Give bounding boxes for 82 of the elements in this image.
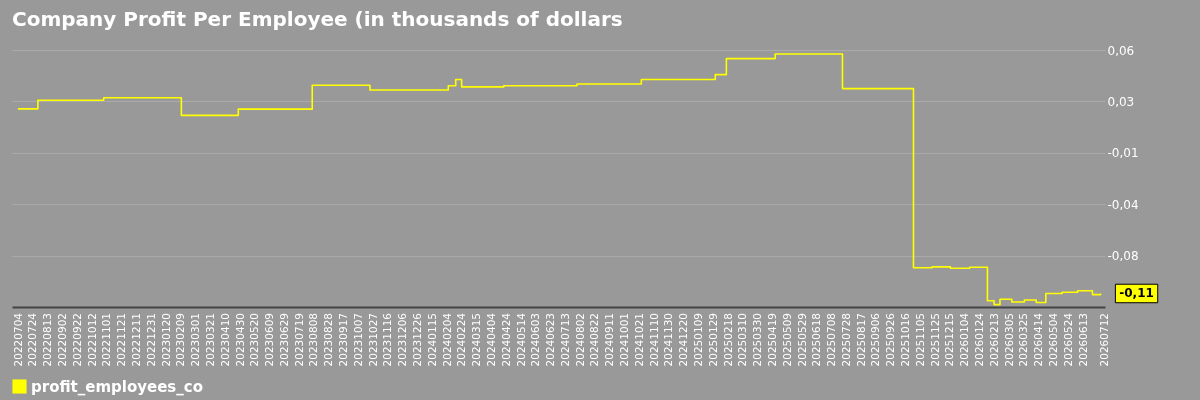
x-tick-label: 20230828 — [322, 313, 335, 367]
x-tick-label: 20260504 — [1046, 312, 1059, 367]
x-tick-label: 20230120 — [159, 313, 172, 367]
x-tick-label: 20231027 — [366, 313, 379, 367]
x-tick-label: 20230609 — [263, 313, 276, 367]
x-tick-label: 20250728 — [839, 313, 852, 367]
x-tick-label: 20260414 — [1032, 312, 1045, 367]
x-tick-label: 20230629 — [277, 313, 290, 367]
x-tick-label: 20250509 — [780, 313, 793, 367]
x-tick-label: 20260104 — [958, 312, 971, 367]
x-tick-label: 20250906 — [869, 312, 882, 367]
x-tick-label: 20240822 — [588, 313, 601, 367]
x-tick-label: 20260305 — [1002, 313, 1015, 367]
x-tick-label: 20250218 — [721, 313, 734, 367]
x-tick-label: 20241130 — [662, 313, 675, 367]
legend-label: profit_employees_co — [31, 377, 203, 396]
x-tick-label: 20250529 — [795, 313, 808, 367]
x-tick-label: 20240424 — [499, 312, 512, 367]
x-tick-label: 20241001 — [618, 313, 631, 367]
x-tick-label: 20250419 — [765, 313, 778, 367]
x-tick-label: 20250109 — [692, 313, 705, 367]
y-tick-label: -0,01 — [1107, 146, 1139, 161]
x-tick-label: 20240514 — [514, 312, 527, 367]
x-tick-label: 20240911 — [603, 313, 616, 367]
x-tick-label: 20230719 — [292, 313, 305, 367]
x-tick-label: 20221012 — [85, 313, 98, 367]
x-tick-label: 20230917 — [337, 313, 350, 367]
x-tick-label: 20250129 — [706, 313, 719, 367]
x-tick-label: 20221101 — [100, 313, 113, 367]
x-tick-label: 20220704 — [11, 312, 24, 367]
x-tick-label: 20230808 — [307, 313, 320, 367]
x-tick-label: 20240204 — [440, 312, 453, 367]
x-tick-label: 20240115 — [425, 313, 438, 367]
x-tick-label: 20230430 — [233, 313, 246, 367]
y-tick-label: -0,08 — [1107, 249, 1139, 264]
x-tick-label: 20260213 — [987, 313, 1000, 367]
x-tick-label: 20230410 — [218, 313, 231, 367]
x-tick-label: 20250330 — [751, 313, 764, 367]
x-tick-label: 20220813 — [41, 313, 54, 367]
x-tick-label: 20240713 — [558, 313, 571, 367]
x-tick-label: 20241220 — [677, 313, 690, 367]
x-tick-label: 20251016 — [899, 312, 912, 367]
x-tick-label: 20241110 — [647, 313, 660, 367]
x-tick-label: 20231226 — [410, 312, 423, 367]
x-tick-label: 20221121 — [115, 313, 128, 367]
x-tick-label: 20240315 — [470, 313, 483, 367]
x-tick-label: 20240603 — [529, 313, 542, 367]
x-tick-label: 20240404 — [484, 312, 497, 367]
x-tick-label: 20241021 — [632, 313, 645, 367]
x-tick-label: 20250817 — [854, 313, 867, 367]
x-tick-label: 20231206 — [396, 312, 409, 367]
x-tick-label: 20260613 — [1076, 313, 1089, 367]
x-tick-label: 20231116 — [381, 312, 394, 367]
x-tick-label: 20251215 — [943, 313, 956, 367]
x-tick-label: 20221231 — [144, 313, 157, 367]
x-tick-label: 20230209 — [174, 313, 187, 367]
x-tick-label: 20230321 — [203, 313, 216, 367]
x-tick-label: 20250926 — [884, 312, 897, 367]
x-tick-label: 20221211 — [129, 313, 142, 367]
x-tick-label: 20250618 — [810, 313, 823, 367]
x-tick-label: 20260325 — [1017, 313, 1030, 367]
x-tick-label: 20220902 — [56, 313, 69, 367]
x-tick-label: 20251125 — [928, 313, 941, 367]
x-tick-label: 20260712 — [1098, 313, 1110, 367]
annotation: -0,11 — [1119, 286, 1154, 301]
x-tick-label: 20250708 — [825, 313, 838, 367]
x-tick-label: 20230520 — [248, 313, 261, 367]
x-tick-label: 20260124 — [973, 312, 986, 367]
y-tick-label: 0,06 — [1107, 43, 1135, 58]
x-tick-label: 20260524 — [1061, 312, 1074, 367]
x-tick-label: 20220922 — [70, 313, 83, 367]
x-tick-label: 20220724 — [26, 312, 39, 367]
x-tick-label: 20251105 — [913, 313, 926, 367]
chart-title: Company Profit Per Employee (in thousands of dollars — [12, 7, 623, 31]
x-tick-label: 20240623 — [544, 313, 557, 367]
x-tick-label: 20240802 — [573, 313, 586, 367]
x-tick-label: 20240224 — [455, 312, 468, 367]
x-tick-label: 20230301 — [189, 313, 202, 367]
y-tick-label: -0,04 — [1107, 197, 1139, 212]
x-tick-label: 20231007 — [351, 313, 364, 367]
y-tick-label: 0,03 — [1107, 94, 1135, 109]
x-tick-label: 20250310 — [736, 313, 749, 367]
